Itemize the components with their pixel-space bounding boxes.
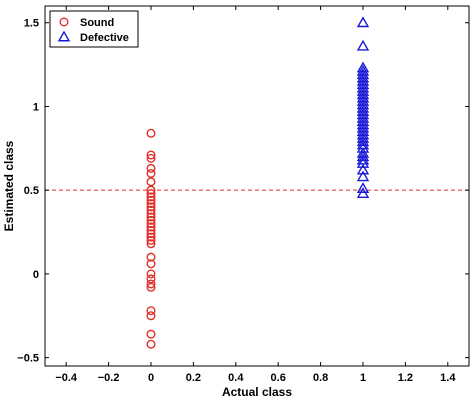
data-point <box>146 202 156 212</box>
data-point <box>146 189 156 199</box>
y-tick-label: 0 <box>33 269 39 281</box>
data-point <box>146 219 156 229</box>
x-tick-label: −0.2 <box>98 372 120 384</box>
data-point <box>146 279 156 289</box>
data-point <box>356 170 370 182</box>
legend: Sound Defective <box>49 10 139 48</box>
data-point <box>146 311 156 321</box>
series-sound <box>146 128 156 349</box>
data-point <box>146 222 156 232</box>
data-point <box>146 168 156 178</box>
data-point <box>356 16 370 28</box>
legend-label-sound: Sound <box>80 17 114 29</box>
data-point <box>146 205 156 215</box>
y-tick-label: 0.5 <box>24 185 39 197</box>
data-point <box>146 150 156 160</box>
data-point <box>146 199 156 209</box>
x-tick-label: 1 <box>360 372 366 384</box>
data-point <box>146 192 156 202</box>
legend-marker-sound <box>59 17 69 27</box>
data-point <box>146 282 156 292</box>
y-tick-label: 1 <box>33 101 39 113</box>
x-tick-label: 0.8 <box>313 372 328 384</box>
data-point <box>146 163 156 173</box>
data-point <box>146 229 156 239</box>
y-tick-label: −0.5 <box>17 353 39 365</box>
data-point <box>146 235 156 245</box>
data-point <box>356 187 370 198</box>
data-point <box>146 225 156 235</box>
x-tick-label: 0.4 <box>228 372 244 384</box>
plot-area <box>44 5 470 367</box>
data-point <box>146 212 156 222</box>
legend-label-defective: Defective <box>80 32 129 44</box>
data-point <box>146 153 156 163</box>
legend-marker <box>59 17 69 27</box>
data-point <box>356 156 370 168</box>
data-point <box>356 182 370 193</box>
plot-frame <box>44 5 470 367</box>
legend-marker-defective <box>57 30 71 42</box>
data-point <box>146 252 156 262</box>
data-point <box>146 339 156 349</box>
data-point <box>146 274 156 284</box>
data-point <box>146 128 156 138</box>
data-point <box>356 39 370 51</box>
data-point <box>356 135 370 147</box>
data-point <box>356 163 370 175</box>
y-axis-label: Estimated class <box>2 140 16 231</box>
x-axis-label: Actual class <box>222 385 292 399</box>
data-point <box>356 150 370 162</box>
data-point <box>146 215 156 225</box>
data-point <box>146 239 156 249</box>
x-tick-label: −0.4 <box>55 372 78 384</box>
x-tick-label: 0.2 <box>186 372 201 384</box>
data-point <box>146 329 156 339</box>
y-tick-label: 1.5 <box>24 18 39 30</box>
data-point <box>146 195 156 205</box>
x-tick-label: 1.2 <box>398 372 413 384</box>
legend-marker <box>57 30 71 42</box>
data-point <box>146 209 156 219</box>
data-point <box>146 306 156 316</box>
data-point <box>146 185 156 195</box>
data-point <box>146 177 156 187</box>
x-tick-label: 0.6 <box>271 372 286 384</box>
data-point <box>146 259 156 269</box>
series-defective <box>356 16 370 198</box>
data-marks <box>146 16 370 349</box>
axes: −0.4 −0.2 0 0.2 0.4 0.6 0.8 1 1.2 1.4 −0.5 0 0.5 1 1.5 <box>17 6 469 384</box>
x-tick-label: 0 <box>148 372 154 384</box>
x-tick-label: 1.4 <box>440 372 456 384</box>
data-point <box>146 232 156 242</box>
data-point <box>146 269 156 279</box>
